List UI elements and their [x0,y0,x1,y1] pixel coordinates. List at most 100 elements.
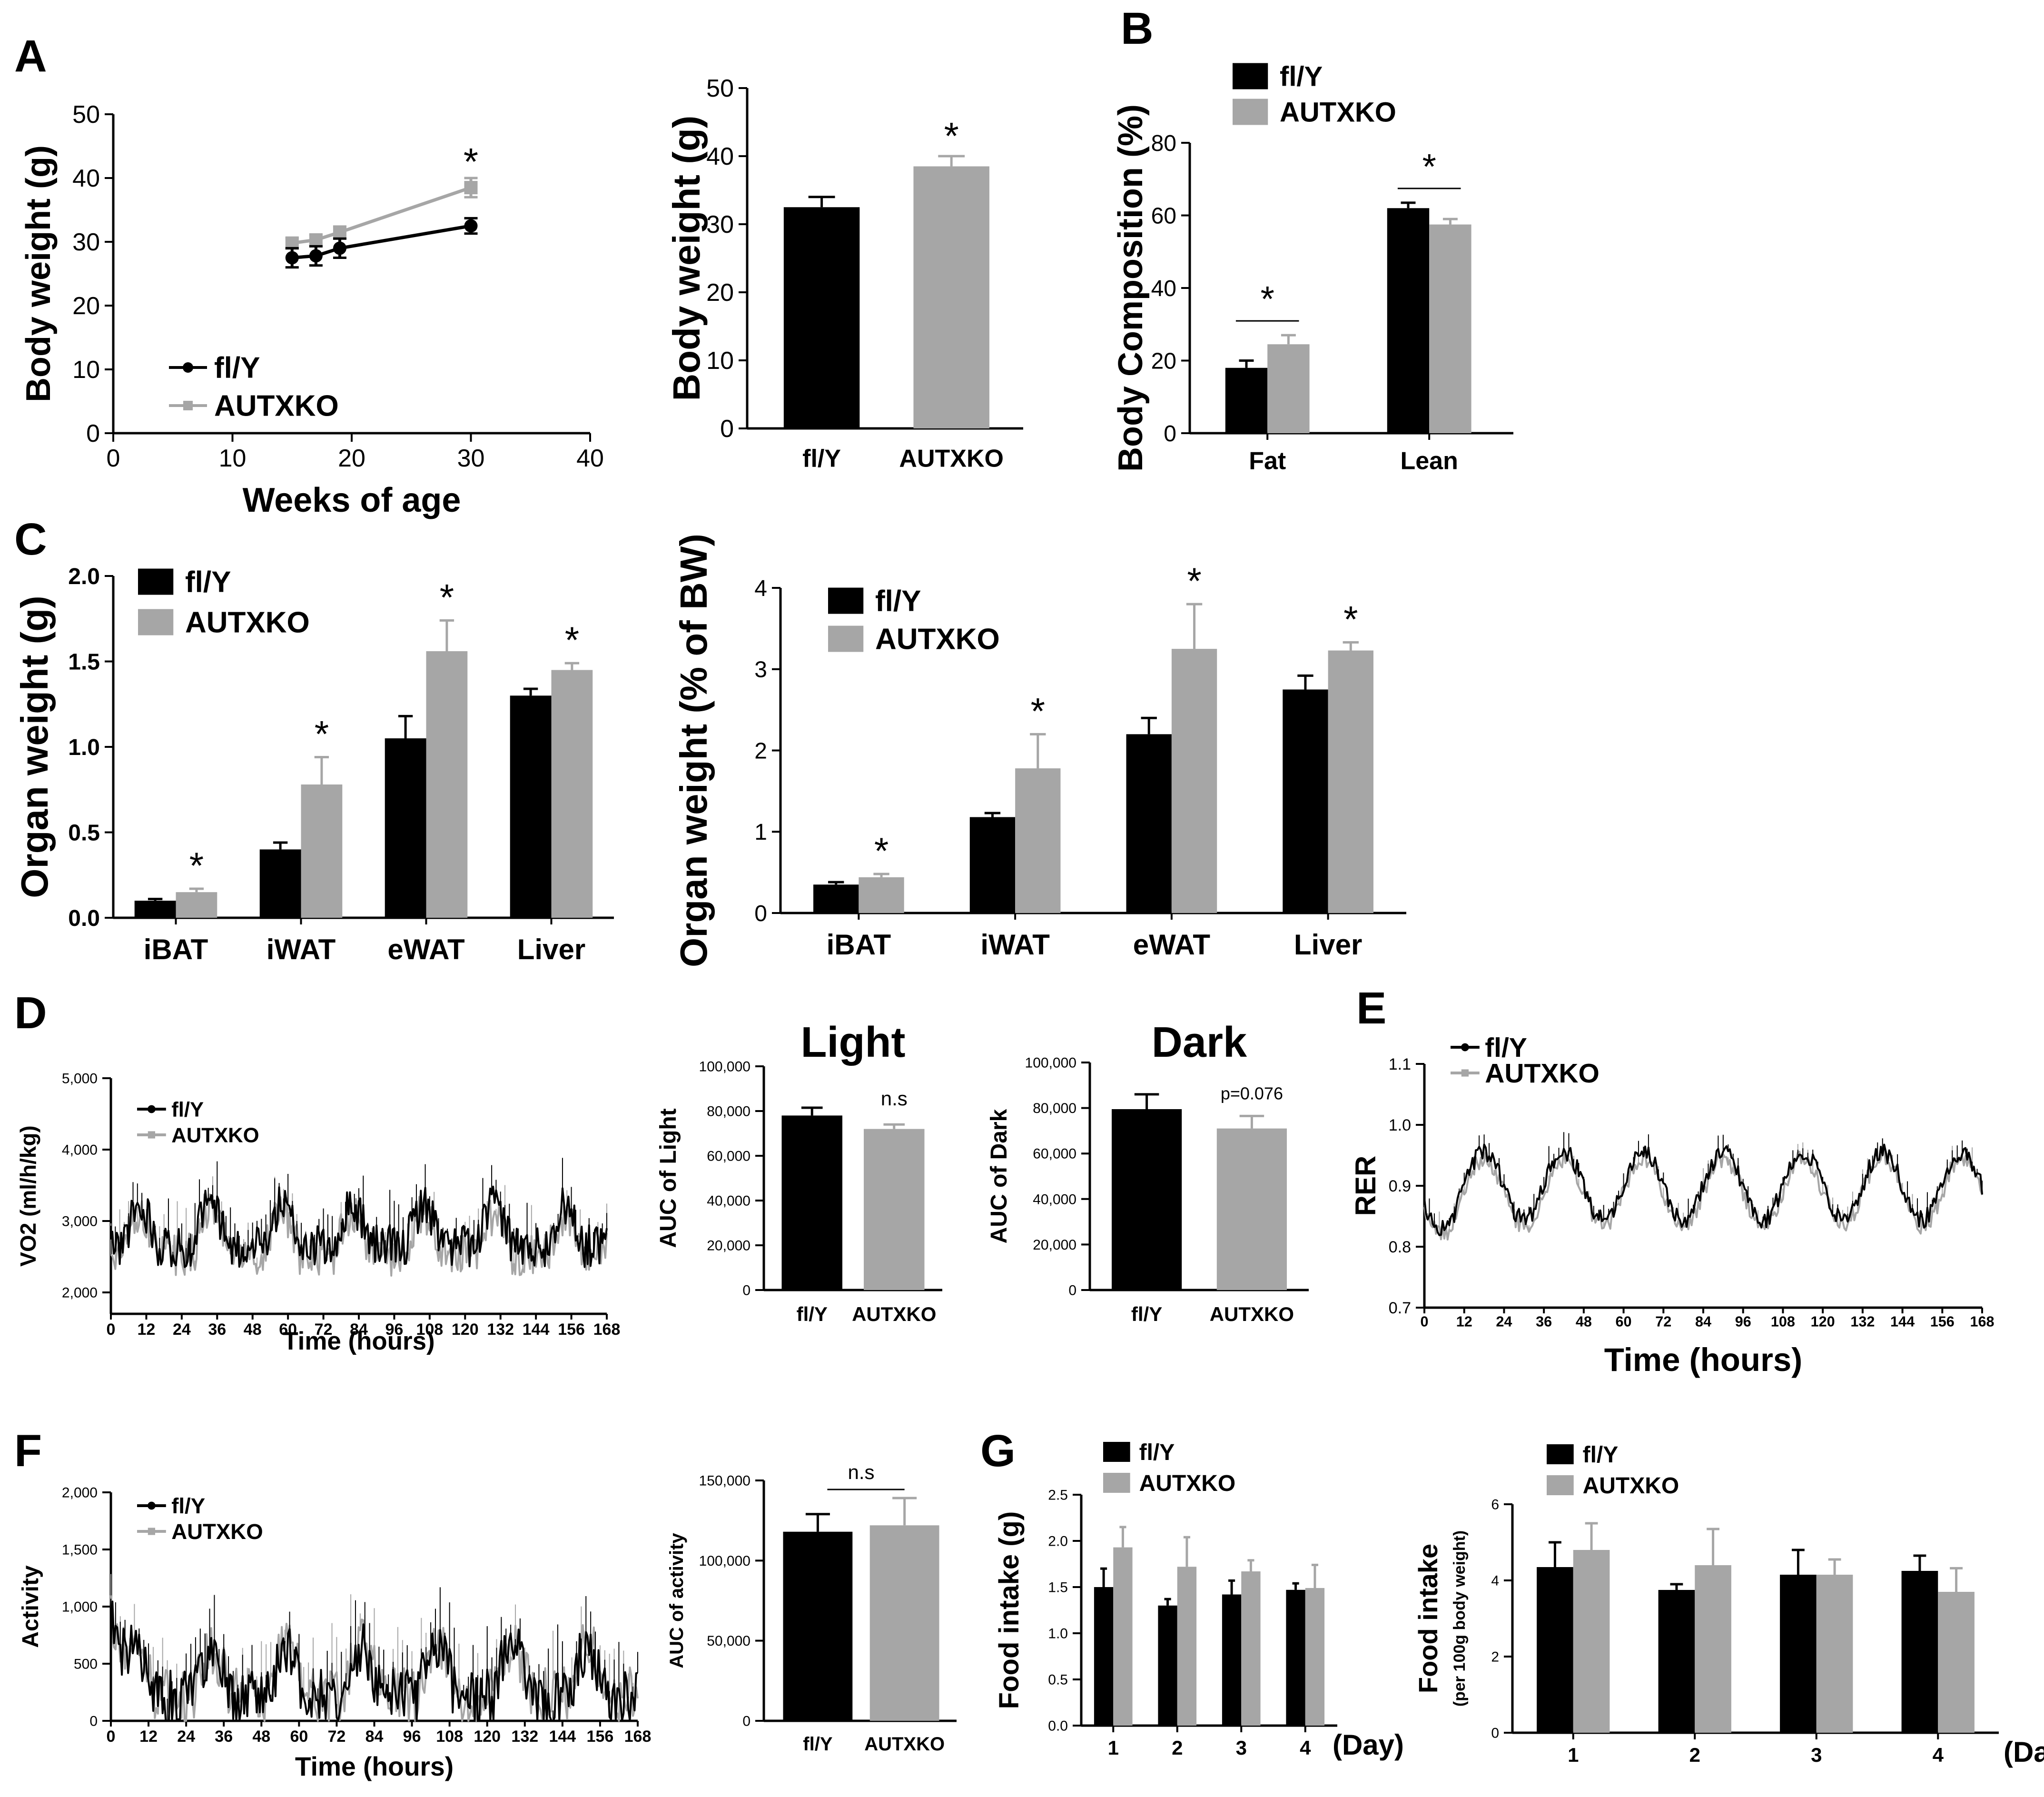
bar-autxko [913,166,989,428]
bar-autxko [864,1129,925,1290]
panel-letter-d: D [14,988,47,1038]
series-line-autxko [1423,1150,1983,1241]
chart-organ-weight-bw: 0 1 2 3 4 iBAT iWAT eWAT Liver * * * * Organ weight (… [672,534,1406,967]
x-tick-label: AUTXKO [852,1303,936,1325]
y-tick-label: 0.8 [1389,1238,1411,1256]
series-line-fl [110,1600,638,1722]
y-tick-label: 80,000 [707,1104,750,1120]
x-tick-label: 3 [1236,1737,1247,1759]
chart-activity-trace: 0 500 1,000 1,500 2,000 0 12 24 36 48 60 72 84 96 108 1… [18,1485,651,1782]
x-axis-label: Time (hours) [283,1327,434,1355]
x-tick-label: Liver [517,933,585,965]
bar-autxko [1328,650,1373,913]
bar-fl [134,901,176,918]
y-tick-label: 50,000 [707,1633,750,1649]
legend-swatch [1547,1444,1574,1464]
legend-label-fl: fl/Y [185,566,231,599]
significance-star: * [1422,147,1436,187]
legend-swatch [1547,1475,1574,1495]
x-tick-label: 120 [452,1320,479,1339]
y-axis-label: Activity [18,1565,43,1648]
legend-label-ko: AUTXKO [1485,1058,1600,1089]
chart-title: Dark [1152,1019,1247,1066]
y-tick-label: 0.0 [68,906,100,931]
annotation-p-value: p=0.076 [1221,1083,1283,1103]
legend-label-ko: AUTXKO [1280,97,1396,128]
x-axis-unit: (Day) [1333,1729,1404,1761]
y-axis-label: Food intake [1413,1544,1443,1693]
x-tick-label: 144 [523,1320,550,1339]
legend-label-ko: AUTXKO [171,1519,263,1544]
x-tick-label: iBAT [827,929,891,961]
y-tick-label: 40 [72,165,100,192]
y-tick-label: 2.5 [1048,1488,1068,1503]
y-axis-label: AUC of Dark [987,1109,1012,1243]
bar-fl [781,1115,842,1290]
y-tick-label: 50 [706,75,734,102]
x-tick-label: 72 [315,1320,333,1339]
x-tick-label: AUTXKO [1210,1303,1294,1325]
legend-marker [183,362,193,373]
x-tick-label: fl/Y [1131,1303,1162,1325]
y-tick-label: 4,000 [62,1142,98,1158]
series-line-fl [110,1185,608,1268]
data-point [464,219,478,233]
y-tick-label: 0.9 [1389,1177,1411,1195]
y-axis-label-secondary: (per 100g body weight) [1451,1530,1469,1707]
panel-letter-e: E [1356,983,1386,1033]
y-tick-label: 1.5 [68,649,100,675]
chart-vo2-trace: 2,000 3,000 4,000 5,000 0 12 24 36 48 60 72 84 96 108… [16,1071,620,1356]
panel-letter-b: B [1121,3,1154,54]
bar-fl [1901,1571,1938,1733]
chart-food-intake-g: 0.0 0.5 1.0 1.5 2.0 2.5 1 2 3 4 (Day) Food intake (… [994,1440,1404,1761]
x-axis-unit: (Day) [2004,1736,2044,1768]
x-tick-label: 2 [1689,1744,1700,1766]
y-tick-label: 1.0 [68,735,100,760]
bar-fl [1537,1567,1573,1733]
bar-autxko [551,670,593,918]
chart-organ-weight-g: 0.0 0.5 1.0 1.5 2.0 iBAT iWAT eWAT Liver * * * * Orga… [13,564,614,965]
x-tick-label: AUTXKO [899,445,1004,473]
x-tick-label: iBAT [144,933,208,965]
panel-letter-g: G [980,1426,1016,1476]
bar-fl [385,738,426,918]
bar-autxko [426,651,468,918]
significance-star: * [440,576,454,618]
series-line-autxko [292,186,472,245]
y-tick-label: 3 [754,657,767,683]
bar-fl [969,817,1016,913]
bar-autxko [1305,1588,1325,1726]
y-axis-label: RER [1350,1156,1382,1216]
legend-label-fl: fl/Y [214,352,260,385]
x-axis-label: Weeks of age [243,481,461,519]
y-tick-label: 0 [742,1714,750,1729]
bar-autxko [1938,1592,1975,1733]
y-tick-label: 100,000 [699,1059,750,1075]
x-tick-label: 0 [107,1728,116,1746]
significance-star: * [315,713,329,755]
y-tick-label: 2,000 [62,1485,98,1501]
x-tick-label: 60 [279,1320,297,1339]
legend-label-ko: AUTXKO [1139,1471,1236,1496]
y-axis-label: AUC of Light [656,1108,681,1248]
y-tick-label: 20,000 [1033,1237,1076,1253]
y-tick-label: 2 [1491,1649,1499,1665]
y-axis-label: Body weight (g) [20,145,58,402]
x-tick-label: 1 [1568,1744,1579,1766]
y-axis-label: Body weight (g) [665,116,708,401]
x-tick-label: 132 [511,1728,538,1746]
panel-letter-c: C [14,514,47,565]
x-axis-label: Time (hours) [1604,1341,1803,1378]
x-tick-label: 24 [173,1320,191,1339]
y-tick-label: 40,000 [1033,1191,1076,1207]
y-tick-label: 4 [1491,1573,1499,1589]
x-tick-label: 12 [139,1728,158,1746]
x-tick-label: 36 [1536,1314,1552,1330]
legend-label-ko: AUTXKO [1583,1473,1679,1499]
y-tick-label: 60,000 [1033,1146,1076,1162]
y-tick-label: 20 [1151,348,1176,374]
y-tick-label: 1 [754,820,767,845]
x-tick-label: 156 [1930,1314,1955,1330]
chart-body-weight-bar: 0 10 20 30 40 50 fl/Y AUTXKO Body weight (g) * [665,75,1023,473]
legend-swatch [1103,1473,1130,1493]
